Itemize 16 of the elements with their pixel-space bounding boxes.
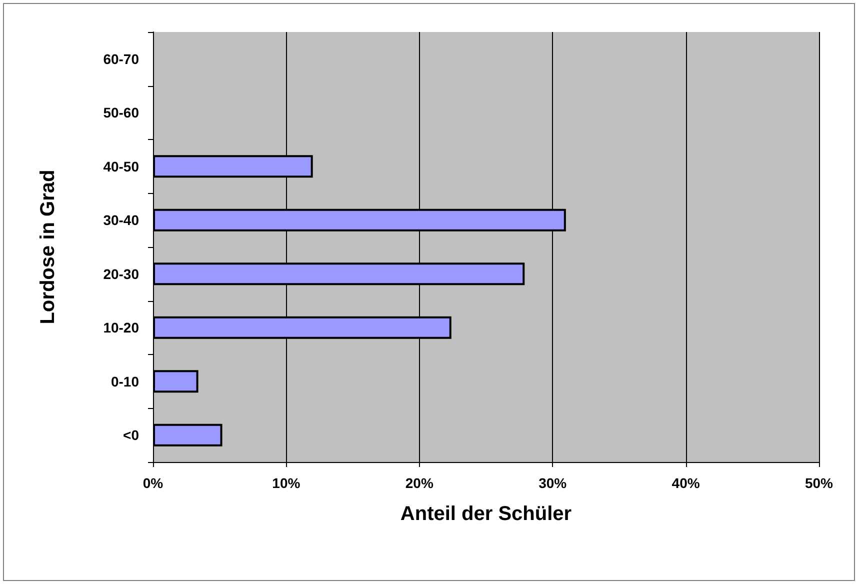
y-tick-label: 30-40 [103, 212, 140, 228]
x-tick-label: 30% [538, 475, 568, 491]
x-tick-label: 40% [672, 475, 700, 491]
x-tick-label: 20% [405, 475, 434, 491]
y-axis-title: Lordose in Grad [37, 170, 59, 324]
x-tick-label: 10% [272, 475, 301, 491]
y-tick-label: 60-70 [103, 50, 140, 67]
y-tick-label: <0 [123, 427, 140, 444]
x-tick-label: 50% [804, 475, 834, 491]
y-tick-label: 50-60 [103, 104, 140, 121]
y-tick-label: 0-10 [110, 373, 140, 390]
x-axis-title: Anteil der Schüler [400, 503, 572, 525]
x-tick-label: 0% [142, 475, 164, 491]
y-tick-label: 10-20 [103, 320, 140, 336]
y-tick-label: 20-30 [103, 266, 140, 282]
y-tick-label: 40-50 [103, 158, 140, 174]
